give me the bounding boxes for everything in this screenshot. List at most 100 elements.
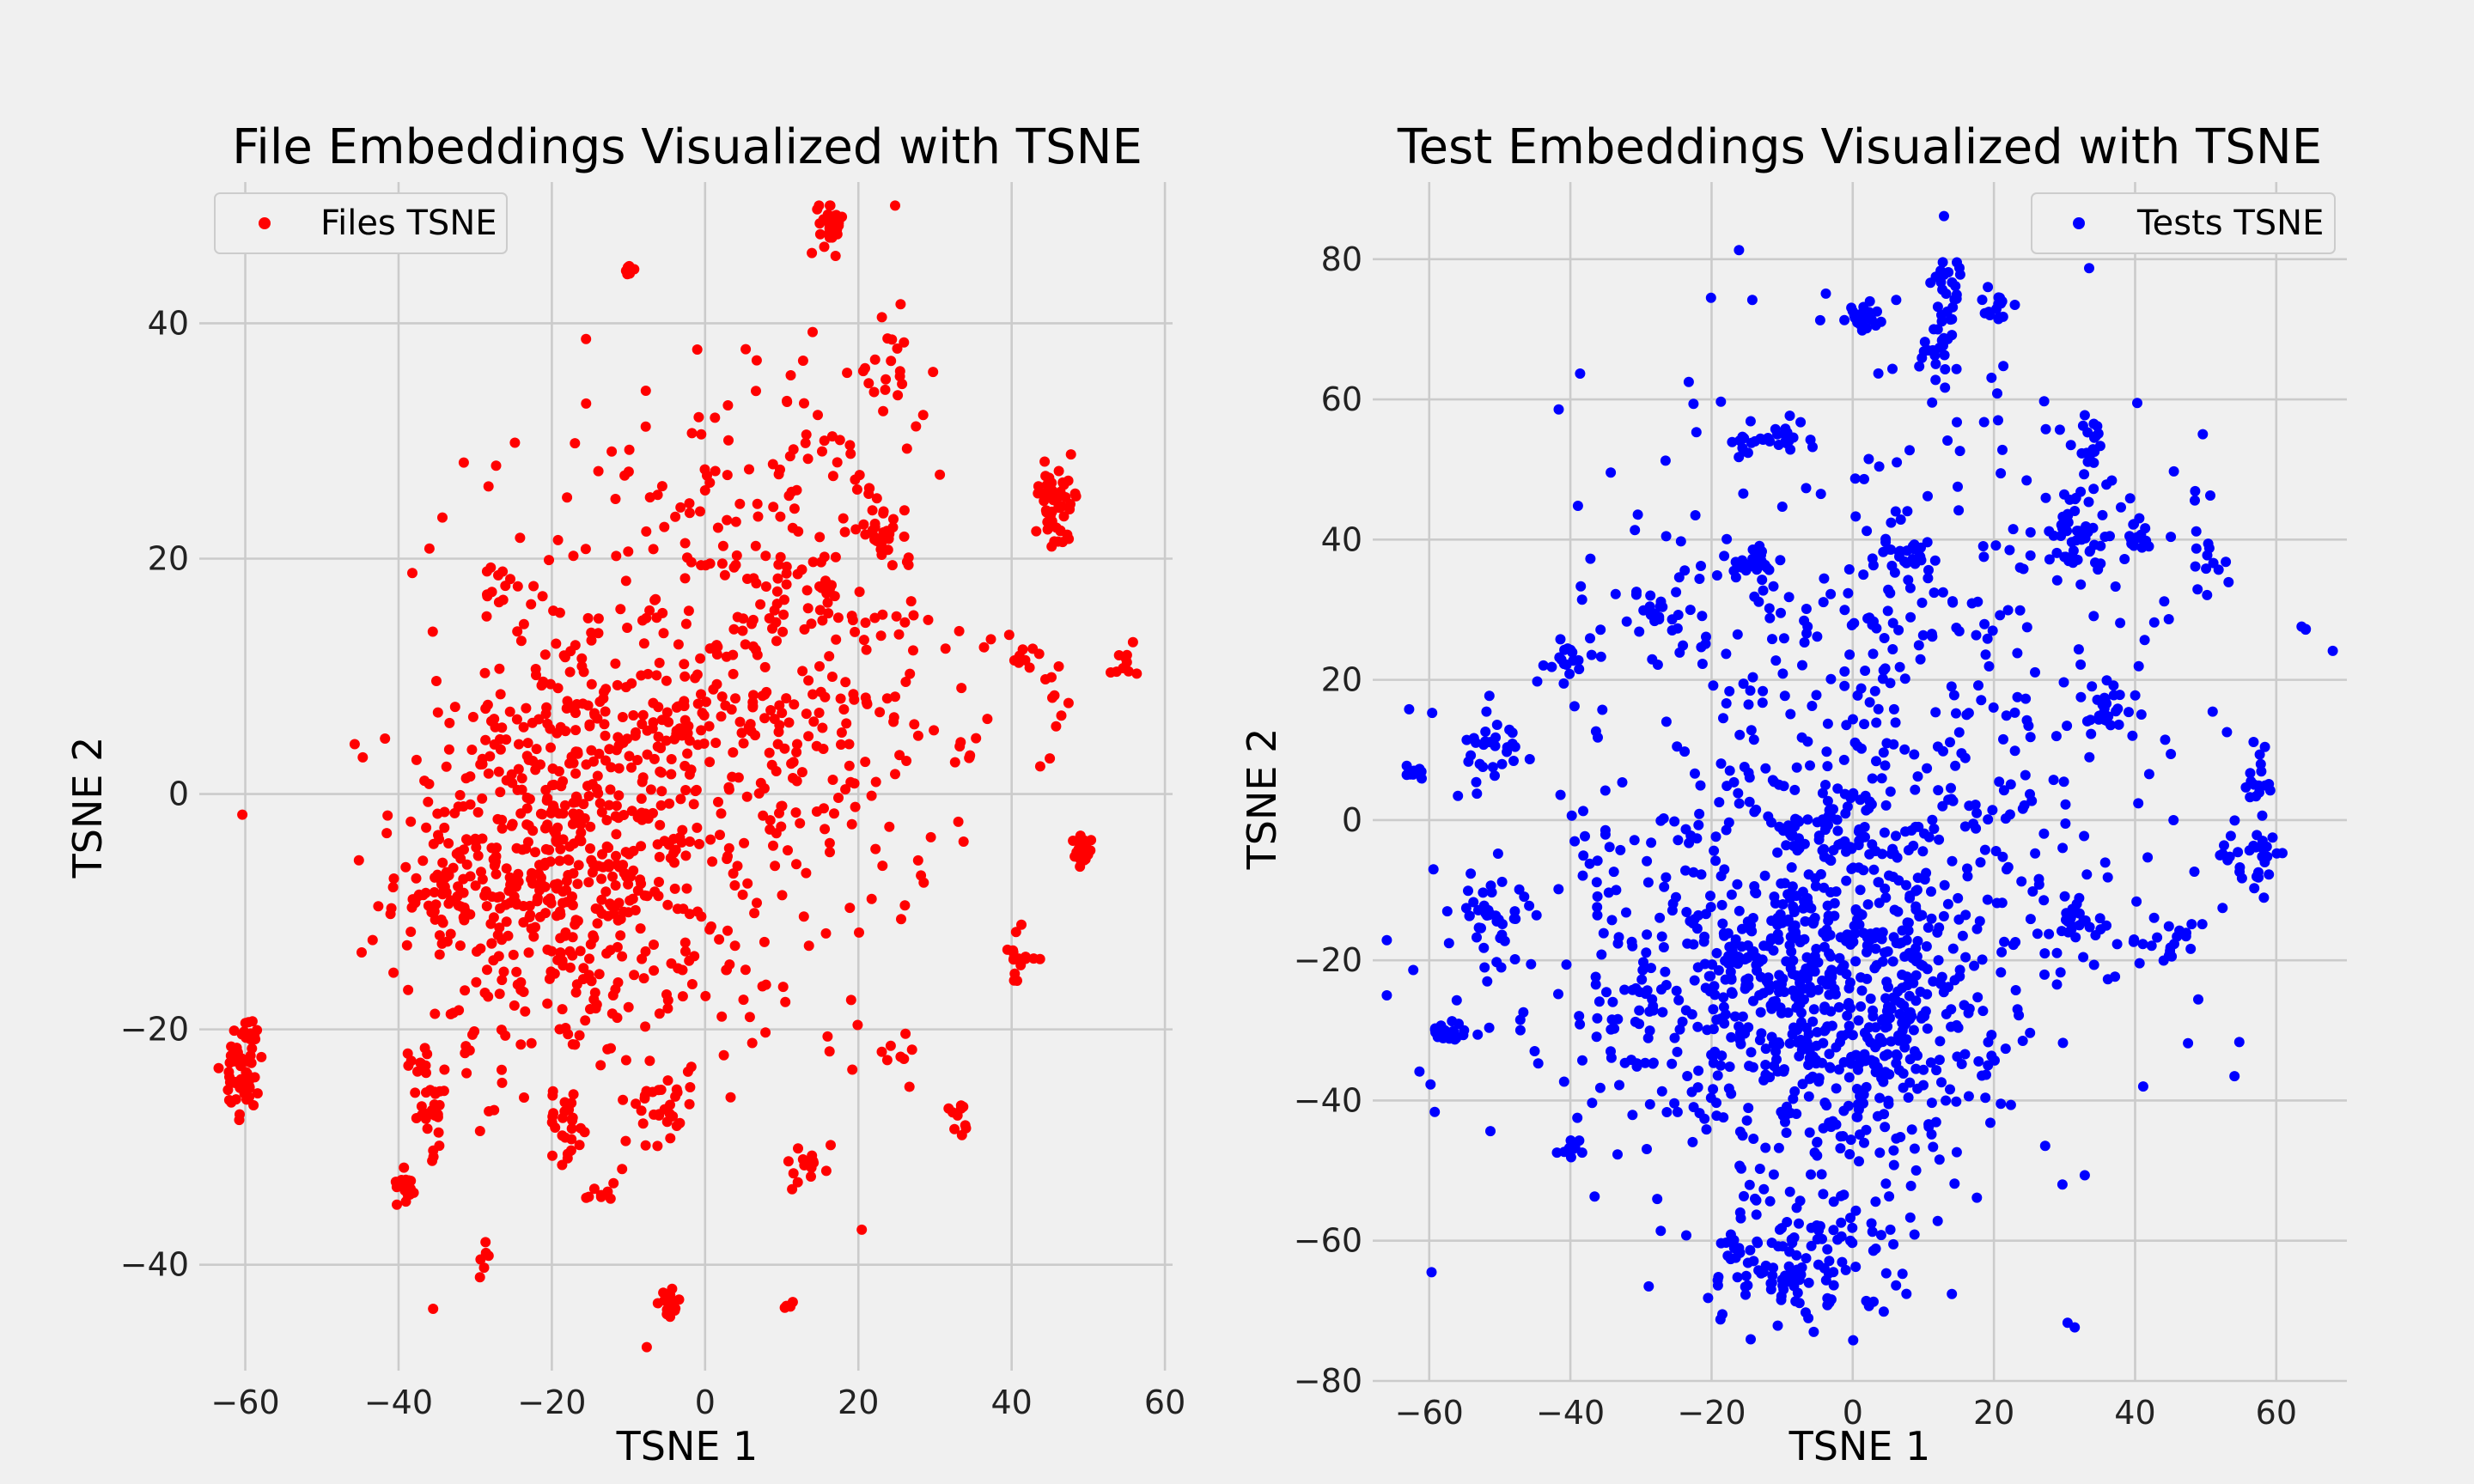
data-point [1647, 654, 1658, 665]
data-point [430, 914, 441, 925]
data-point [1787, 1029, 1798, 1040]
data-point [2025, 526, 2036, 538]
data-point [1942, 435, 1953, 446]
data-point [1966, 598, 1977, 609]
data-point [1791, 1109, 1802, 1119]
data-point [785, 370, 796, 380]
data-point [896, 914, 906, 925]
data-point [1742, 1257, 1753, 1268]
data-point [1798, 983, 1809, 994]
data-point [605, 784, 616, 795]
data-point [558, 1112, 569, 1123]
data-point [1784, 411, 1795, 422]
data-point [1803, 1091, 1814, 1102]
data-point [1954, 269, 1965, 280]
data-point [2050, 731, 2062, 742]
data-point [1870, 1067, 1881, 1078]
data-point [2221, 556, 2232, 568]
data-point [1978, 417, 1990, 428]
data-point [1782, 427, 1793, 438]
x-tick-labels: −60 −40 −20 0 20 40 60 [1395, 1394, 2297, 1432]
data-point [738, 738, 749, 749]
data-point [1791, 1250, 1802, 1261]
data-point [1825, 673, 1837, 684]
data-point [790, 807, 801, 818]
data-point [2057, 1179, 2068, 1190]
data-point [722, 470, 733, 481]
data-point [1485, 880, 1496, 891]
data-point [1971, 823, 1982, 834]
data-point [1850, 1262, 1862, 1273]
data-point [1754, 540, 1765, 551]
data-point [608, 909, 619, 919]
data-point [1644, 1025, 1655, 1037]
data-point [1559, 644, 1570, 655]
data-point [1849, 473, 1861, 484]
data-point [1872, 306, 1882, 317]
data-point [782, 397, 793, 407]
data-point [1732, 1272, 1743, 1283]
data-point [2201, 563, 2212, 575]
data-point [2017, 1036, 2028, 1046]
data-point [1859, 1137, 1869, 1148]
data-point [1890, 506, 1901, 517]
data-point [1850, 956, 1862, 967]
data-point [1801, 628, 1813, 639]
data-point [1929, 824, 1940, 834]
data-point [669, 1305, 680, 1316]
data-point [1040, 505, 1051, 516]
data-point [1674, 1024, 1685, 1035]
data-point [1672, 1106, 1683, 1117]
data-point [2061, 915, 2071, 926]
data-point [1996, 468, 2007, 479]
data-point [792, 1177, 803, 1188]
data-point [1858, 865, 1869, 876]
data-point [1885, 786, 1896, 797]
data-point [1627, 940, 1638, 952]
data-point [2020, 769, 2031, 781]
data-point [1962, 863, 1972, 874]
data-point [866, 790, 877, 801]
data-point [2059, 489, 2069, 500]
data-point [1008, 975, 1020, 986]
data-point [842, 368, 853, 379]
data-point [573, 860, 584, 871]
data-point [954, 741, 966, 752]
data-point [2000, 1043, 2011, 1055]
data-point [1935, 265, 1947, 277]
x-tick-label: 60 [1144, 1384, 1185, 1421]
data-point [838, 513, 849, 524]
data-point [648, 717, 659, 728]
data-point [696, 560, 707, 571]
data-point [2110, 581, 2121, 592]
data-point [1824, 1297, 1835, 1308]
data-point [643, 668, 654, 679]
data-point [1063, 475, 1074, 486]
data-point [479, 667, 491, 678]
data-point [1725, 1254, 1736, 1265]
data-point [1971, 807, 1983, 818]
data-point [244, 1082, 255, 1093]
data-point [1930, 358, 1941, 369]
data-point [600, 706, 611, 717]
data-point [679, 573, 691, 584]
data-point [1792, 845, 1803, 856]
data-point [1801, 604, 1812, 614]
data-point [624, 444, 635, 455]
data-point [675, 794, 686, 805]
data-point [1046, 672, 1057, 683]
data-point [617, 1164, 628, 1175]
data-point [1567, 647, 1578, 658]
data-point [1572, 501, 1583, 511]
data-point [714, 934, 725, 945]
data-point [1705, 891, 1715, 902]
data-point [773, 727, 784, 738]
data-point [2051, 575, 2063, 586]
data-point [1870, 1042, 1881, 1053]
data-point [1864, 696, 1875, 708]
data-point [428, 1109, 439, 1120]
data-point [523, 947, 534, 958]
data-point [1772, 1320, 1783, 1331]
data-point [1577, 870, 1588, 881]
data-point [1660, 455, 1671, 466]
